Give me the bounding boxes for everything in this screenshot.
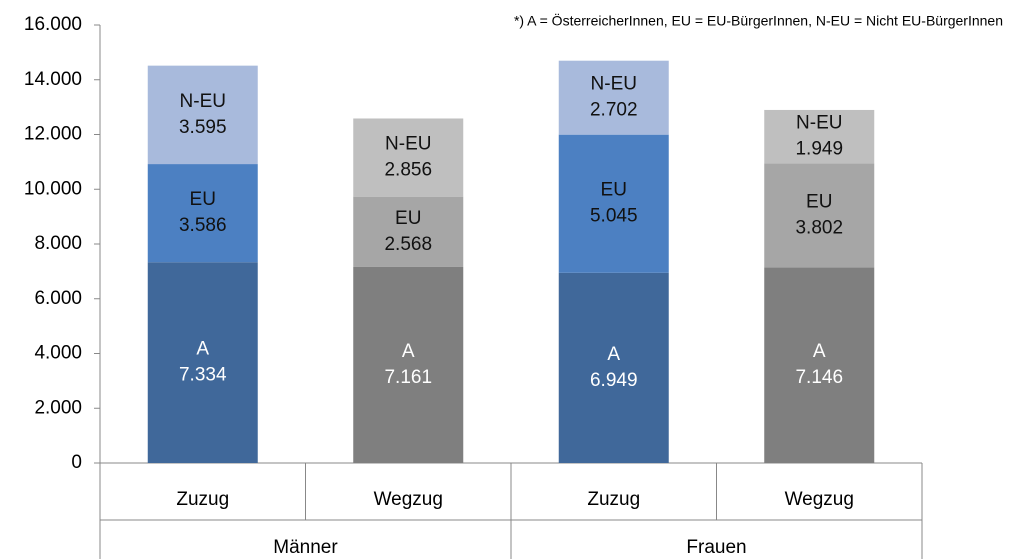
y-tick-label: 2.000 <box>34 397 82 418</box>
bar-segment <box>147 65 258 165</box>
bar-segment <box>558 60 669 135</box>
bar-segment <box>764 267 875 463</box>
y-tick-label: 12.000 <box>24 124 82 145</box>
bar-segment <box>147 164 258 263</box>
data-label: 7.161 <box>384 367 432 388</box>
bar-segment <box>353 118 464 197</box>
bar-segment <box>353 266 464 463</box>
data-label: 2.702 <box>590 100 638 121</box>
bar-segment <box>558 272 669 463</box>
segment-name: EU <box>190 189 216 210</box>
x-tick-label: Wegzug <box>374 489 443 510</box>
annotation: *) A = ÖsterreicherInnen, EU = EU-Bürger… <box>514 12 1003 29</box>
data-label: 3.595 <box>179 117 227 138</box>
x-tick-label: Zuzug <box>587 489 640 510</box>
bar-segment <box>764 109 875 164</box>
y-tick-label: 16.000 <box>24 14 82 35</box>
bar-segment <box>147 262 258 463</box>
group-label: Frauen <box>686 537 746 558</box>
segment-name: N-EU <box>385 134 431 155</box>
segment-name: A <box>607 344 620 365</box>
segment-name: A <box>402 341 415 362</box>
data-label: 2.856 <box>384 160 432 181</box>
segment-name: A <box>196 339 209 360</box>
segment-name: N-EU <box>180 91 226 112</box>
bar-segment <box>558 134 669 273</box>
data-label: 1.949 <box>795 139 843 160</box>
y-tick-label: 4.000 <box>34 343 82 364</box>
segment-name: EU <box>395 208 421 229</box>
data-label: 7.146 <box>795 367 843 388</box>
data-label: 3.586 <box>179 215 227 236</box>
y-tick-label: 14.000 <box>24 69 82 90</box>
data-label: 7.334 <box>179 365 227 386</box>
data-label: 6.949 <box>590 370 638 391</box>
y-tick-label: 10.000 <box>24 178 82 199</box>
segment-name: N-EU <box>591 74 637 95</box>
segment-name: A <box>813 341 826 362</box>
data-label: 3.802 <box>795 217 843 238</box>
segment-name: EU <box>601 180 627 201</box>
segment-name: N-EU <box>796 113 842 134</box>
bar-segment <box>764 163 875 268</box>
segment-name: EU <box>806 191 832 212</box>
y-tick-label: 8.000 <box>34 233 82 254</box>
data-label: 5.045 <box>590 206 638 227</box>
x-tick-label: Wegzug <box>785 489 854 510</box>
bar-segment <box>353 196 464 267</box>
data-label: 2.568 <box>384 234 432 255</box>
x-tick-label: Zuzug <box>176 489 229 510</box>
y-tick-label: 6.000 <box>34 288 82 309</box>
y-tick-label: 0 <box>71 452 82 473</box>
group-label: Männer <box>273 537 338 558</box>
